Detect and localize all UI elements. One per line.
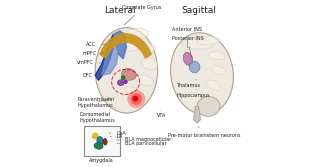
Polygon shape — [102, 41, 118, 75]
Ellipse shape — [107, 37, 139, 51]
Ellipse shape — [95, 28, 158, 113]
Polygon shape — [194, 107, 200, 123]
Circle shape — [121, 76, 125, 80]
Ellipse shape — [136, 42, 156, 52]
Ellipse shape — [209, 51, 225, 60]
Polygon shape — [113, 31, 126, 59]
Text: VTA: VTA — [157, 110, 167, 118]
Text: Amygdala: Amygdala — [90, 158, 114, 163]
Ellipse shape — [206, 80, 221, 90]
Circle shape — [92, 133, 98, 139]
Ellipse shape — [125, 87, 141, 97]
Text: Posterior INS: Posterior INS — [172, 36, 204, 58]
Ellipse shape — [189, 61, 200, 73]
Ellipse shape — [197, 37, 220, 45]
Ellipse shape — [117, 80, 124, 86]
Ellipse shape — [122, 69, 136, 80]
Circle shape — [127, 90, 145, 108]
Text: LA: LA — [110, 134, 123, 139]
Circle shape — [124, 80, 127, 84]
Text: ACC: ACC — [86, 42, 105, 47]
Polygon shape — [100, 34, 151, 58]
Ellipse shape — [197, 97, 220, 116]
Text: Hippocampus: Hippocampus — [176, 90, 210, 98]
Text: Lateral: Lateral — [104, 6, 136, 15]
Text: Cingulate Gyrus: Cingulate Gyrus — [122, 6, 162, 25]
Text: BLA magnocellular: BLA magnocellular — [117, 137, 171, 142]
Polygon shape — [95, 34, 113, 80]
Circle shape — [133, 96, 139, 102]
Text: CeA: CeA — [109, 131, 126, 136]
Text: Paraventricular
Hypothalamus: Paraventricular Hypothalamus — [77, 97, 115, 108]
Text: BLA parvicellular: BLA parvicellular — [117, 141, 167, 146]
Ellipse shape — [171, 33, 233, 115]
Ellipse shape — [103, 138, 107, 145]
Ellipse shape — [97, 136, 104, 145]
Ellipse shape — [141, 58, 158, 70]
Text: OFC: OFC — [83, 73, 103, 78]
Text: Dorsomedial
Hypothalamus: Dorsomedial Hypothalamus — [80, 107, 115, 123]
Ellipse shape — [135, 74, 154, 86]
Circle shape — [130, 93, 142, 105]
Text: Anterior INS: Anterior INS — [172, 27, 202, 48]
Text: vmPFC: vmPFC — [77, 60, 101, 65]
Ellipse shape — [182, 39, 212, 49]
FancyBboxPatch shape — [84, 126, 120, 156]
Text: Thalamus: Thalamus — [176, 79, 200, 88]
Text: Pre-motor brainstem neurons: Pre-motor brainstem neurons — [168, 127, 240, 138]
Ellipse shape — [183, 52, 193, 65]
Text: mPFC: mPFC — [82, 51, 103, 56]
Ellipse shape — [211, 66, 226, 75]
Ellipse shape — [124, 28, 149, 40]
Ellipse shape — [94, 143, 103, 149]
Text: Sagittal: Sagittal — [181, 6, 216, 15]
